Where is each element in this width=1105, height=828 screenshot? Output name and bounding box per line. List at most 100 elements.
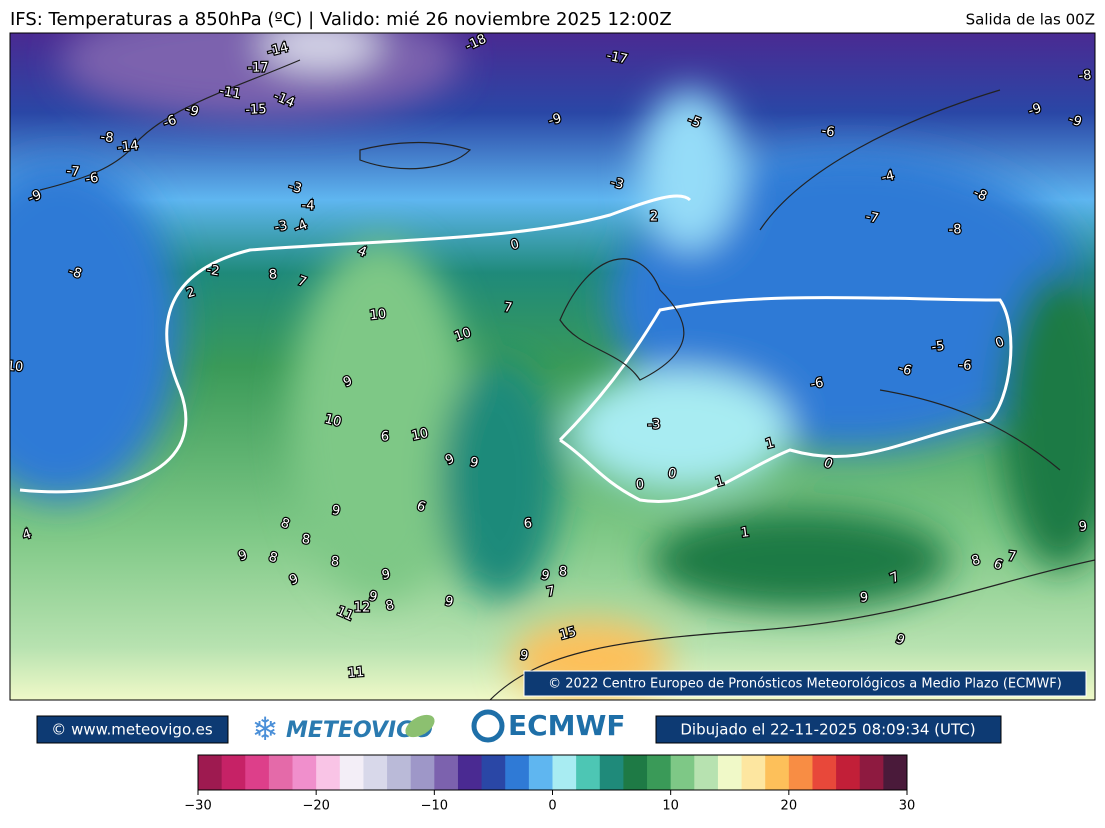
contour-label: 8 bbox=[330, 554, 339, 570]
colorbar-segment bbox=[528, 755, 553, 790]
contour-label: 0 bbox=[667, 466, 678, 482]
contour-label: 8 bbox=[559, 564, 568, 579]
contour-label: 10 bbox=[453, 325, 474, 345]
contour-label: 9 bbox=[381, 567, 392, 583]
snowflake-icon: ❄ bbox=[252, 710, 279, 748]
colorbar-tick-label: 0 bbox=[548, 799, 556, 814]
contour-label: -6 bbox=[821, 124, 836, 141]
contour-label: -5 bbox=[931, 339, 946, 356]
contour-label: 8 bbox=[268, 267, 277, 283]
colorbar-segment bbox=[505, 755, 530, 790]
contour-label: 10 bbox=[369, 307, 387, 324]
colorbar-segment bbox=[599, 755, 624, 790]
colorbar-segment bbox=[245, 755, 270, 790]
copyright: © 2022 Centro Europeo de Pronósticos Met… bbox=[548, 677, 1062, 692]
contour-label: 9 bbox=[1078, 519, 1088, 535]
ecmwf-logo: ECMWF bbox=[508, 709, 626, 742]
contour-label: -2 bbox=[205, 263, 220, 280]
contour-label: 2 bbox=[650, 210, 658, 225]
colorbar-segment bbox=[741, 755, 766, 790]
colorbar-tick-label: −10 bbox=[421, 799, 448, 814]
contour-label: -17 bbox=[605, 48, 629, 67]
contour-label: 10 bbox=[6, 359, 24, 375]
contour-label: -9 bbox=[26, 188, 44, 207]
contour-label: 15 bbox=[558, 625, 578, 644]
contour-label: -8 bbox=[948, 222, 961, 237]
colorbar-segment bbox=[576, 755, 601, 790]
contour-label: -9 bbox=[1027, 101, 1044, 119]
colorbar-segment bbox=[481, 755, 506, 790]
colorbar-segment bbox=[292, 755, 317, 790]
colorbar-tick-label: 20 bbox=[781, 799, 798, 814]
contour-label: -15 bbox=[245, 102, 267, 118]
contour-label: 0 bbox=[635, 477, 644, 492]
colorbar-segment bbox=[363, 755, 388, 790]
colorbar-segment bbox=[647, 755, 672, 790]
colorbar-segment bbox=[670, 755, 695, 790]
contour-label: -7 bbox=[66, 164, 80, 180]
contour-label: 9 bbox=[860, 590, 869, 605]
contour-label: 10 bbox=[323, 412, 343, 431]
contour-label: -6 bbox=[958, 358, 972, 374]
colorbar-segment bbox=[198, 755, 223, 790]
contour-label: -6 bbox=[84, 171, 99, 188]
contour-label: -9 bbox=[1066, 112, 1083, 130]
colorbar-segment bbox=[221, 755, 246, 790]
contour-label: 12 bbox=[354, 601, 371, 616]
colorbar-segment bbox=[339, 755, 364, 790]
contour-label: 9 bbox=[331, 503, 341, 519]
colorbar-tick-label: −30 bbox=[184, 799, 211, 814]
contour-label: 8 bbox=[301, 532, 311, 548]
colorbar-segment bbox=[859, 755, 884, 790]
contour-label: -3 bbox=[647, 417, 660, 432]
colorbar-segment bbox=[316, 755, 341, 790]
contour-label: 7 bbox=[1007, 549, 1017, 565]
contour-label: -4 bbox=[301, 198, 314, 213]
contour-label: -8 bbox=[1078, 68, 1092, 84]
contour-label: -7 bbox=[864, 209, 880, 226]
contour-label: -6 bbox=[161, 113, 178, 132]
contour-label: -9 bbox=[184, 102, 201, 120]
contour-label: -3 bbox=[609, 175, 625, 193]
colorbar-segment bbox=[387, 755, 412, 790]
website: © www.meteovigo.es bbox=[51, 721, 213, 739]
contour-label: 6 bbox=[523, 516, 533, 532]
colorbar-segment bbox=[410, 755, 435, 790]
leaf-icon bbox=[405, 714, 435, 738]
colorbar-segment bbox=[836, 755, 861, 790]
colorbar-segment bbox=[623, 755, 648, 790]
contour-label: -14 bbox=[117, 138, 140, 155]
contour-label: -3 bbox=[287, 179, 303, 197]
colorbar-tick-label: −20 bbox=[302, 799, 329, 814]
contour-label: -8 bbox=[100, 130, 114, 146]
run: Salida de las 00Z bbox=[966, 11, 1095, 29]
contour-label: 7 bbox=[503, 300, 513, 316]
contour-label: -17 bbox=[247, 60, 268, 75]
contour-label: -14 bbox=[266, 40, 290, 60]
contour-label: -8 bbox=[67, 264, 84, 282]
contour-label: 6 bbox=[381, 429, 390, 444]
colorbar-segment bbox=[552, 755, 577, 790]
colorbar-tick-label: 30 bbox=[899, 799, 916, 814]
colorbar-segment bbox=[268, 755, 294, 790]
contour-label: -3 bbox=[273, 218, 289, 235]
contour-label: 1 bbox=[740, 525, 750, 541]
drawn-date: Dibujado el 22-11-2025 08:09:34 (UTC) bbox=[680, 721, 975, 739]
colorbar-segment bbox=[694, 755, 719, 790]
colorbar-tick-label: 10 bbox=[662, 799, 679, 814]
colorbar-segment bbox=[812, 755, 837, 790]
contour-label: -6 bbox=[897, 361, 914, 379]
ecmwf-icon bbox=[471, 709, 505, 743]
title: IFS: Temperaturas a 850hPa (ºC) | Valido… bbox=[10, 9, 672, 30]
colorbar-segment bbox=[717, 755, 743, 790]
colorbar-segment bbox=[765, 755, 790, 790]
contour-label: -6 bbox=[809, 375, 824, 392]
contour-label: 11 bbox=[347, 665, 365, 681]
contour-label: 10 bbox=[410, 426, 429, 444]
colorbar-segment bbox=[457, 755, 483, 790]
colorbar-segment bbox=[434, 755, 459, 790]
colorbar-segment bbox=[883, 755, 908, 790]
contour-label: -11 bbox=[218, 84, 242, 102]
contour-label: 9 bbox=[519, 648, 530, 664]
